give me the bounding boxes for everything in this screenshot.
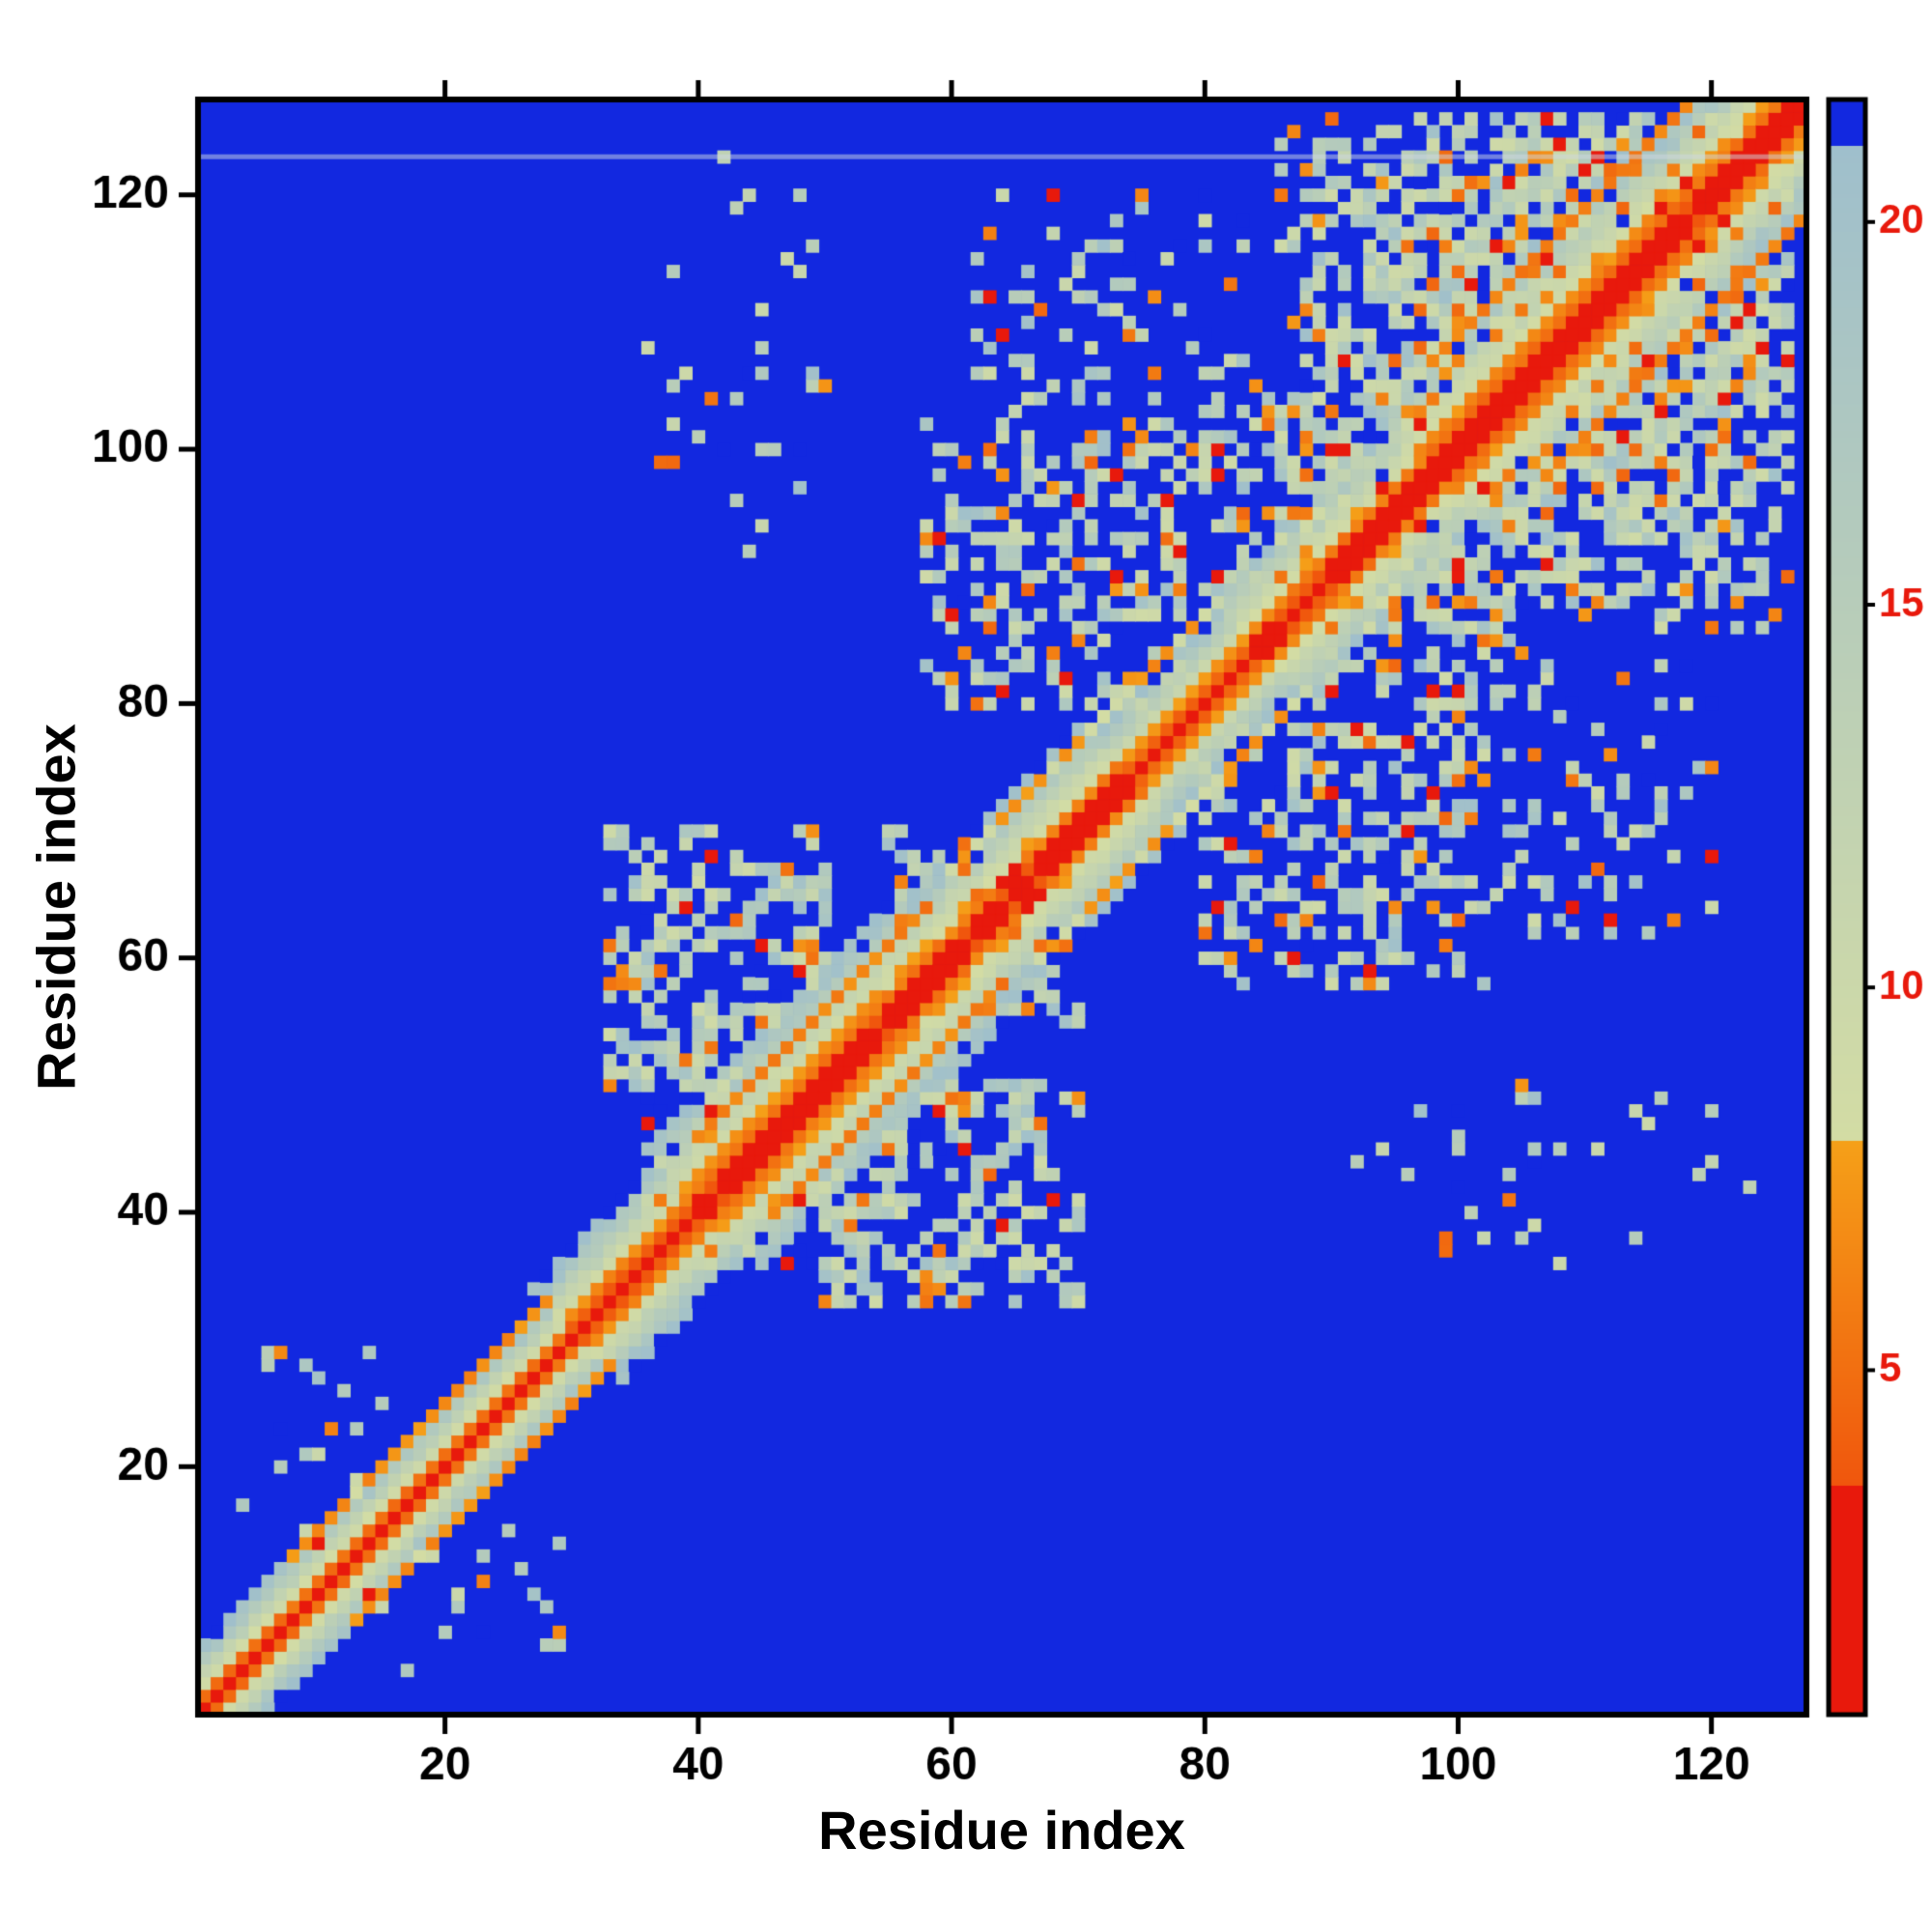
x-axis-label: Residue index (818, 1800, 1185, 1861)
y-axis-label: Residue index (25, 724, 87, 1091)
